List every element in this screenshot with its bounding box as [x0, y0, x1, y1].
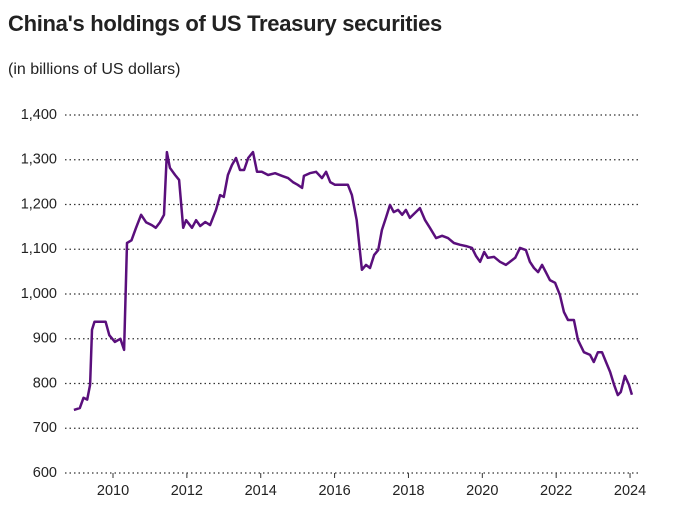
x-tick-label: 2024 [614, 483, 646, 499]
y-tick-label: 1,000 [21, 286, 57, 302]
y-tick-label: 1,100 [21, 241, 57, 257]
y-tick-label: 600 [33, 465, 57, 481]
x-tick-label: 2014 [245, 483, 277, 499]
x-tick-label: 2018 [392, 483, 424, 499]
x-tick-label: 2012 [171, 483, 203, 499]
x-tick-label: 2020 [466, 483, 498, 499]
y-tick-label: 700 [33, 420, 57, 436]
x-tick-label: 2022 [540, 483, 572, 499]
data-line [73, 150, 634, 412]
x-tick-label: 2016 [318, 483, 350, 499]
y-tick-label: 1,300 [21, 152, 57, 168]
y-tick-label: 1,400 [21, 107, 57, 123]
y-tick-label: 800 [33, 375, 57, 391]
chart-title: China's holdings of US Treasury securiti… [8, 11, 442, 36]
x-tick-label: 2010 [97, 483, 129, 499]
y-tick-label: 900 [33, 331, 57, 347]
chart-subtitle: (in billions of US dollars) [8, 61, 181, 78]
y-tick-label: 1,200 [21, 196, 57, 212]
